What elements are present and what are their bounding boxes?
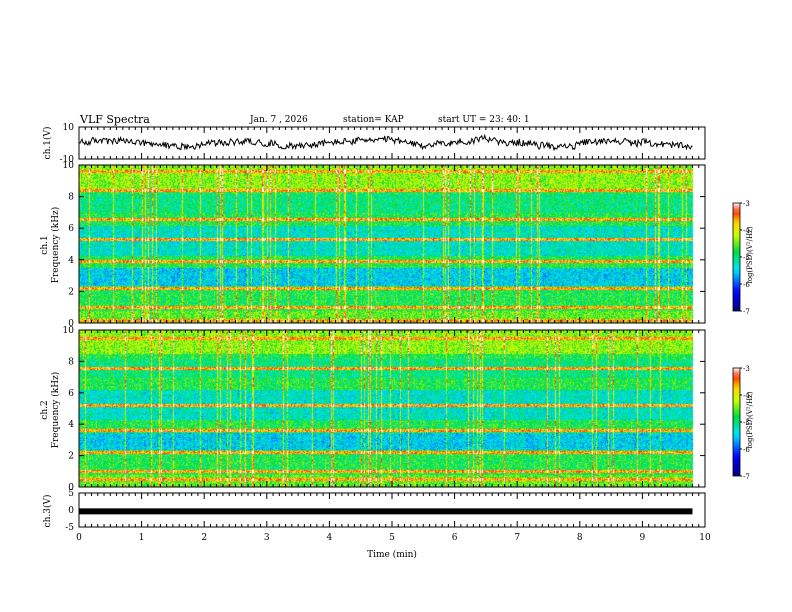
x-tick-label: 9 — [640, 533, 646, 543]
ch2-spectrogram-ytick-label: 2 — [68, 452, 74, 462]
ch1-spectrogram-ytick-label: 10 — [63, 161, 75, 171]
chart-marks: 10-100246810-3-4-5-6-70246810-3-4-5-6-75… — [60, 123, 751, 543]
ch1-spectrogram-ytick-label: 8 — [68, 193, 74, 203]
x-tick-label: 0 — [76, 533, 82, 543]
date-label: Jan. 7 , 2026 — [249, 115, 308, 125]
ch3-waveform-ytick-label: -5 — [65, 523, 74, 533]
ch1-spectrogram-ytick-label: 4 — [68, 256, 74, 266]
station-label: station= KAP — [343, 115, 404, 125]
ch1-spectrogram-colorbar-tick-label: -4 — [743, 227, 750, 235]
x-tick-label: 1 — [139, 533, 145, 543]
ch1-spectrogram-image — [79, 165, 705, 323]
ch1-spectrogram-ytick-label: 6 — [68, 224, 74, 234]
figure-title: VLF Spectra — [79, 113, 150, 126]
ch2-spectrogram-ytick-label: 10 — [63, 326, 75, 336]
ch2-spectrogram-colorbar-tick-label: -5 — [743, 419, 750, 427]
x-tick-label: 8 — [577, 533, 583, 543]
x-tick-label: 7 — [514, 533, 520, 543]
x-tick-label: 5 — [389, 533, 395, 543]
ch1-waveform-trace — [78, 133, 693, 152]
x-tick-label: 3 — [264, 533, 270, 543]
colorbar1-label: log(PSD)(V²/Hz) — [746, 226, 754, 283]
x-axis-label: Time (min) — [367, 549, 417, 560]
ch1-spectrogram-colorbar-tick-label: -6 — [743, 281, 750, 289]
ch2-spectrogram-canvas — [79, 330, 705, 487]
ch1-spectrogram-colorbar-tick-label: -3 — [743, 200, 750, 208]
ch1-waveform-ylabel: ch.1(V) — [42, 127, 53, 160]
start-time-label: start UT = 23: 40: 1 — [438, 115, 530, 125]
x-tick-label: 4 — [327, 533, 333, 543]
ch2-spectrogram-colorbar-tick-label: -7 — [743, 473, 750, 481]
ch3-waveform-ytick-label: 5 — [68, 489, 74, 499]
ch2-spectrogram-ytick-label: 0 — [68, 483, 74, 493]
ch1-spectrogram-canvas — [79, 165, 705, 323]
ch3-waveform-ytick-label: 0 — [68, 506, 74, 516]
ch2-spectrogram-ytick-label: 4 — [68, 420, 74, 430]
ch1-spec-ylabel-frequency: Frequency (kHz) — [50, 207, 61, 284]
ch1-waveform-ytick-label: 10 — [63, 123, 75, 133]
ch2-spec-ylabel-channel: ch.2 — [40, 400, 50, 419]
ch2-spectrogram-ytick-label: 6 — [68, 389, 74, 399]
ch2-spectrogram-colorbar-tick-label: -6 — [743, 446, 750, 454]
ch3-waveform-ylabel: ch.3(V) — [42, 495, 53, 528]
ch1-spectrogram-colorbar — [732, 202, 741, 312]
ch1-spectrogram-colorbar-tick-label: -5 — [743, 254, 750, 262]
ch2-spectrogram-ytick-label: 8 — [68, 357, 74, 367]
ch1-waveform-ytick-label: -10 — [60, 155, 75, 165]
colorbar2-label: log(PSD)(V²/Hz) — [746, 391, 754, 448]
ch2-spec-ylabel-frequency: Frequency (kHz) — [50, 372, 61, 449]
ch2-spectrogram-colorbar-tick-label: -4 — [743, 392, 750, 400]
ch2-spectrogram-image — [79, 330, 705, 487]
ch3-waveform-trace — [79, 508, 693, 515]
ch1-spectrogram-colorbar-tick-label: -7 — [743, 308, 750, 316]
x-tick-label: 6 — [452, 533, 458, 543]
x-tick-label: 2 — [201, 533, 207, 543]
ch1-spec-ylabel-channel: ch.1 — [40, 235, 50, 254]
x-tick-label: 10 — [699, 533, 711, 543]
ch2-spectrogram-colorbar — [732, 367, 741, 477]
ch1-spectrogram-ytick-label: 0 — [68, 319, 74, 329]
ch2-spectrogram-colorbar-tick-label: -3 — [743, 365, 750, 373]
ch1-spectrogram-ytick-label: 2 — [68, 287, 74, 297]
